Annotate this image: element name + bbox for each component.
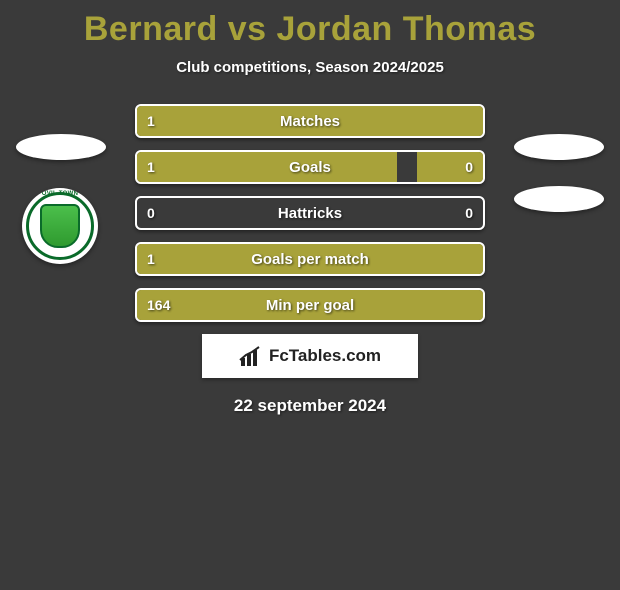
date-text: 22 september 2024	[0, 396, 620, 416]
stat-row: 1Matches	[135, 104, 485, 138]
stat-row: 10Goals	[135, 150, 485, 184]
page-title: Bernard vs Jordan Thomas	[0, 10, 620, 49]
club-logo: OVIL TOWN ♞ ♞	[22, 188, 98, 264]
brand-box: FcTables.com	[202, 334, 418, 378]
stat-row: 164Min per goal	[135, 288, 485, 322]
bar-left	[137, 152, 397, 182]
club-logo-text: OVIL TOWN	[22, 191, 98, 197]
brand-text: FcTables.com	[269, 346, 381, 366]
stat-value-right: 0	[465, 152, 473, 182]
stat-value-left: 1	[147, 106, 155, 136]
bar-left	[137, 244, 483, 274]
bar-right	[417, 152, 483, 182]
stat-row: 0 0Hattricks	[135, 196, 485, 230]
bar-track: 1Matches	[135, 104, 485, 138]
player-right-placeholder-1	[514, 134, 604, 160]
player-right-placeholder-2	[514, 186, 604, 212]
bar-track: 1Goals per match	[135, 242, 485, 276]
lion-icon: ♞	[22, 210, 23, 227]
stat-row: 1Goals per match	[135, 242, 485, 276]
subtitle: Club competitions, Season 2024/2025	[0, 59, 620, 76]
stat-value-left: 0	[147, 198, 155, 228]
bar-chart-icon	[239, 346, 263, 366]
bar-track: 0 0Hattricks	[135, 196, 485, 230]
bar-left	[137, 290, 483, 320]
bar-track: 10Goals	[135, 150, 485, 184]
bar-track: 164Min per goal	[135, 288, 485, 322]
stat-label: Hattricks	[137, 198, 483, 228]
player-left-placeholder	[16, 134, 106, 160]
stat-value-right: 0	[465, 198, 473, 228]
stat-value-left: 164	[147, 290, 170, 320]
bar-left	[137, 106, 483, 136]
stat-value-left: 1	[147, 152, 155, 182]
lion-icon: ♞	[97, 210, 98, 227]
stat-value-left: 1	[147, 244, 155, 274]
